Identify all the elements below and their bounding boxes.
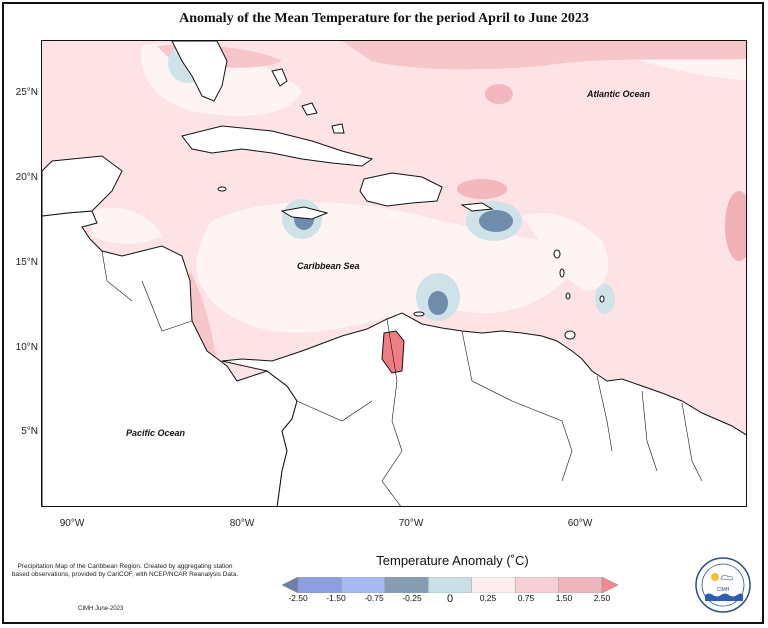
martinique (559, 268, 565, 278)
florida (171, 41, 228, 102)
legend-tick-label: -0.25 (402, 593, 422, 603)
legend-tick-label: -1.50 (326, 593, 346, 603)
legend-cell (514, 577, 559, 593)
neutral-zone-lesser-antilles (522, 212, 609, 291)
legend-title: Temperature Anomaly (˚C) (376, 553, 529, 568)
trinidad (564, 330, 576, 340)
country-borders (101, 250, 703, 506)
legend-arrow-left (282, 577, 299, 593)
lake-maracaibo (381, 330, 405, 374)
lat-tick-15n: 15°N (15, 257, 38, 268)
map-panel: Atlantic Ocean Caribbean Sea Pacific Oce… (41, 40, 747, 507)
lon-tick-80w: 80°W (229, 518, 255, 529)
warm-zone-atlantic-north (342, 41, 746, 70)
lon-tick-60w: 60°W (567, 518, 593, 529)
yucatan-peninsula (42, 155, 123, 217)
legend-cell (471, 577, 516, 593)
legend-cell (297, 577, 342, 593)
barbados (599, 295, 605, 303)
bahamas-south (331, 123, 345, 134)
caribbean-sea-label: Caribbean Sea (297, 261, 360, 271)
hispaniola (359, 172, 443, 207)
neutral-zone-honduras (92, 207, 162, 244)
lat-tick-5n: 5°N (21, 426, 38, 437)
pacific-ocean-label: Pacific Ocean (126, 428, 186, 438)
cold-spot-curacao (428, 291, 448, 315)
legend-tick-label: 1.50 (555, 593, 573, 603)
legend-tick-label: 0.25 (479, 593, 497, 603)
cayman-islands (217, 186, 227, 192)
aruba-curacao (413, 311, 425, 317)
cimh-logo: CIMH (695, 557, 751, 613)
credit-line: CIMH June-2023 (78, 606, 124, 612)
legend-cell (428, 577, 472, 593)
atlantic-ocean-label: Atlantic Ocean (586, 89, 651, 99)
warm-spot-east-edge (725, 191, 746, 261)
bahamas-andros (271, 68, 288, 87)
legend-colorbar (282, 577, 618, 593)
lat-tick-20n: 20°N (15, 172, 38, 183)
cuba (181, 125, 374, 167)
st-lucia (565, 292, 571, 300)
guadeloupe (553, 249, 561, 259)
legend-tick-label: -2.50 (288, 593, 308, 603)
logo-text: CIMH (717, 587, 730, 593)
cold-spot-anegada (479, 210, 513, 232)
cloud-icon (720, 574, 734, 581)
map-title: Anomaly of the Mean Temperature for the … (179, 11, 589, 26)
warm-spot-puerto-rico (457, 179, 507, 199)
jamaica (280, 206, 329, 220)
lon-tick-70w: 70°W (398, 518, 424, 529)
lon-tick-90w: 90°W (59, 518, 85, 529)
anomaly-map: Atlantic Ocean Caribbean Sea Pacific Oce… (42, 41, 746, 506)
bahamas-eleuthera (301, 102, 318, 116)
puerto-rico (460, 202, 494, 212)
cool-spot-barbados (595, 284, 615, 314)
legend-tick-label: 2.50 (593, 593, 611, 603)
data-source-note: Precipitation Map of the Caribbean Regio… (11, 563, 239, 578)
legend-cell (384, 577, 429, 593)
legend-tick-label: -0.75 (364, 593, 384, 603)
legend-cells (297, 577, 603, 593)
legend-cell (341, 577, 386, 593)
wave-icon (705, 593, 743, 601)
legend-tick-label: 0.75 (517, 593, 535, 603)
legend-arrow-right (601, 577, 618, 593)
lat-tick-25n: 25°N (15, 87, 38, 98)
warm-spot-atlantic (485, 84, 513, 104)
lat-tick-10n: 10°N (15, 342, 38, 353)
legend-tick-label: 0 (446, 593, 454, 605)
land-masses (42, 41, 746, 506)
legend-cell (558, 577, 603, 593)
sun-icon (711, 573, 719, 581)
